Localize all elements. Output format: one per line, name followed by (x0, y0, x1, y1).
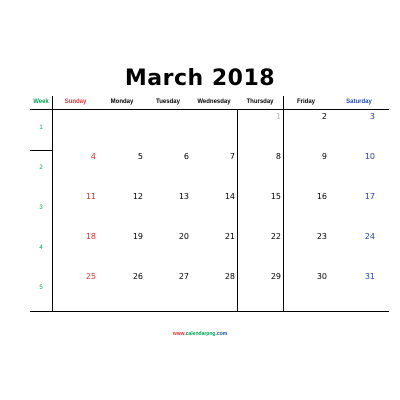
week-row-2: 2 4 5 6 7 8 9 10 (30, 150, 389, 190)
footer-website-link[interactable]: www.calendarpng.com (0, 330, 400, 338)
day-cell-thursday: 15 (270, 192, 281, 201)
day-cell-tuesday: 20 (178, 232, 189, 241)
header-wednesday: Wednesday (197, 99, 231, 105)
grid-line-vertical (283, 96, 284, 312)
header-friday: Friday (296, 99, 315, 105)
footer-link-part: .com (215, 331, 228, 337)
day-cell-saturday: 31 (364, 272, 375, 281)
day-cell-tuesday: 6 (183, 152, 189, 161)
grid-line-bottom (30, 311, 389, 312)
header-thursday: Thursday (246, 99, 274, 105)
day-cell-friday: 30 (316, 272, 327, 281)
header-saturday: Saturday (346, 99, 372, 105)
day-cell-saturday: 10 (364, 152, 375, 161)
week-number: 4 (39, 245, 43, 251)
day-cell-monday: 5 (137, 152, 143, 161)
day-cell-wednesday: 28 (224, 272, 235, 281)
week-number: 2 (39, 165, 43, 171)
day-cell-thursday: 29 (270, 272, 281, 281)
calendar-header-row: Week Sunday Monday Tuesday Wednesday Thu… (30, 96, 389, 110)
day-cell-friday: 16 (316, 192, 327, 201)
day-cell-sunday: 4 (90, 152, 96, 161)
grid-line-vertical (237, 110, 238, 312)
day-cell-wednesday: 14 (224, 192, 235, 201)
day-cell-wednesday: 7 (229, 152, 235, 161)
day-cell-thursday: 1 (275, 112, 281, 121)
calendar-title: March 2018 (124, 66, 276, 91)
day-cell-thursday: 8 (275, 152, 281, 161)
day-cell-saturday: 17 (364, 192, 375, 201)
week-row-4: 4 18 19 20 21 22 23 24 (30, 230, 389, 270)
day-cell-tuesday: 27 (178, 272, 189, 281)
day-cell-tuesday: 13 (178, 192, 189, 201)
day-cell-friday: 2 (321, 112, 327, 121)
day-cell-friday: 23 (316, 232, 327, 241)
day-cell-sunday: 18 (85, 232, 96, 241)
week-row-1: 1 1 2 3 (30, 110, 389, 150)
day-cell-saturday: 3 (369, 112, 375, 121)
header-sunday: Sunday (64, 99, 87, 105)
day-cell-monday: 19 (132, 232, 143, 241)
day-cell-friday: 9 (321, 152, 327, 161)
week-row-3: 3 11 12 13 14 15 16 17 (30, 190, 389, 230)
week-number: 3 (39, 205, 43, 211)
week-number: 1 (39, 125, 43, 131)
header-monday: Monday (110, 99, 134, 105)
day-cell-wednesday: 21 (224, 232, 235, 241)
footer-link-part: www. (172, 331, 186, 337)
grid-line-vertical (52, 96, 53, 312)
day-cell-monday: 26 (132, 272, 143, 281)
day-cell-saturday: 24 (364, 232, 375, 241)
footer-link-part: calendarpng (185, 331, 216, 337)
calendar-grid: Week Sunday Monday Tuesday Wednesday Thu… (30, 96, 389, 312)
week-row-5: 5 25 26 27 28 29 30 31 (30, 270, 389, 310)
day-cell-sunday: 25 (85, 272, 96, 281)
header-week: Week (33, 99, 49, 105)
day-cell-thursday: 22 (270, 232, 281, 241)
week-number: 5 (39, 285, 43, 291)
day-cell-monday: 12 (132, 192, 143, 201)
header-tuesday: Tuesday (156, 99, 180, 105)
day-cell-sunday: 11 (85, 192, 96, 201)
grid-line-horizontal (30, 150, 52, 151)
